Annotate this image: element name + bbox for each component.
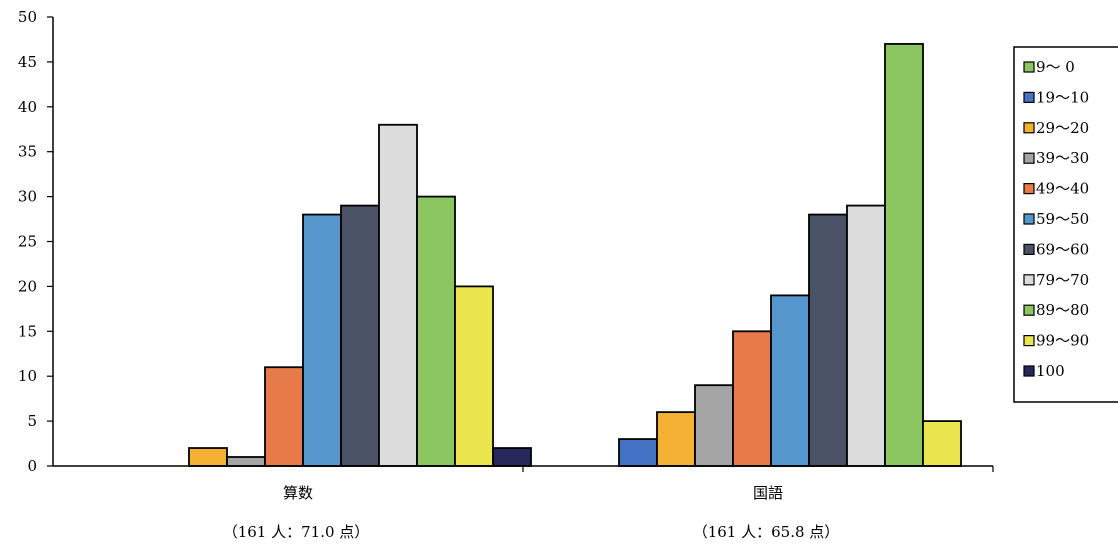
bar-1-7 (340, 204, 380, 467)
bar-2-8 (846, 204, 886, 467)
legend-label: 69～60 (1036, 240, 1089, 258)
legend-swatch (1023, 61, 1035, 73)
y-tick-label: 10 (18, 367, 37, 385)
bar-1-3 (188, 447, 228, 467)
legend-label: 59～50 (1036, 210, 1089, 228)
bar-2-3 (656, 411, 696, 467)
bar-1-10 (454, 285, 494, 467)
y-tick-label: 15 (18, 322, 37, 340)
legend-swatch (1023, 122, 1035, 134)
bar-2-5 (732, 330, 772, 467)
bar-1-8 (378, 123, 418, 467)
y-tick-label: 20 (18, 277, 37, 295)
legend-label: 79～70 (1036, 271, 1089, 289)
y-tick-label: 0 (27, 457, 37, 475)
legend-swatch (1023, 91, 1035, 104)
bar-1-5 (264, 366, 304, 467)
legend-label: 49～40 (1036, 180, 1089, 198)
bar-1-6 (302, 213, 342, 467)
legend-label: 9～ 0 (1036, 58, 1075, 76)
legend-swatch (1023, 365, 1035, 377)
y-tick-label: 40 (18, 98, 37, 116)
y-axis-ticks: 0 5 10 15 20 25 30 35 40 45 50 (18, 8, 53, 475)
legend-swatch (1023, 304, 1035, 316)
legend-swatch (1023, 335, 1035, 347)
legend-label: 99～90 (1036, 332, 1089, 350)
bar-1-9 (416, 195, 456, 467)
category-label: 算数 (283, 484, 313, 502)
y-tick-label: 25 (18, 233, 37, 251)
y-tick-label: 35 (18, 143, 37, 161)
y-tick-label: 5 (27, 412, 37, 430)
category-subtitle: （161 人：71.0 点） (223, 523, 370, 541)
bar-2-4 (694, 384, 734, 467)
bar-2-10 (922, 420, 962, 467)
bar-1-11 (492, 447, 532, 467)
legend: 9～ 0 19～10 29～20 39～30 49～40 59～50 69～60 79～70 8… (1013, 46, 1118, 403)
legend-label: 29～20 (1036, 119, 1089, 137)
y-tick-label: 30 (18, 188, 37, 206)
bar-2-6 (770, 294, 810, 467)
category-labels: 算数 （161 人：71.0 点） 国語 （161 人：65.8 点） (223, 484, 840, 541)
bar-2-2 (618, 438, 658, 467)
legend-swatch (1023, 183, 1035, 195)
bar-1-4 (226, 456, 266, 467)
legend-label: 39～30 (1036, 149, 1089, 167)
category-label: 国語 (753, 484, 783, 502)
bar-2-7 (808, 213, 848, 467)
bar-2-9 (884, 43, 924, 467)
legend-label: 100 (1036, 362, 1065, 380)
category-subtitle: （161 人：65.8 点） (693, 523, 840, 541)
legend-swatch (1023, 213, 1035, 225)
legend-swatch (1023, 243, 1035, 255)
legend-swatch (1023, 152, 1035, 164)
y-tick-label: 45 (18, 53, 37, 71)
bars (188, 43, 994, 472)
legend-label: 89～80 (1036, 301, 1089, 319)
legend-swatch (1023, 274, 1035, 286)
legend-label: 19～10 (1036, 88, 1089, 106)
y-tick-label: 50 (18, 8, 37, 26)
